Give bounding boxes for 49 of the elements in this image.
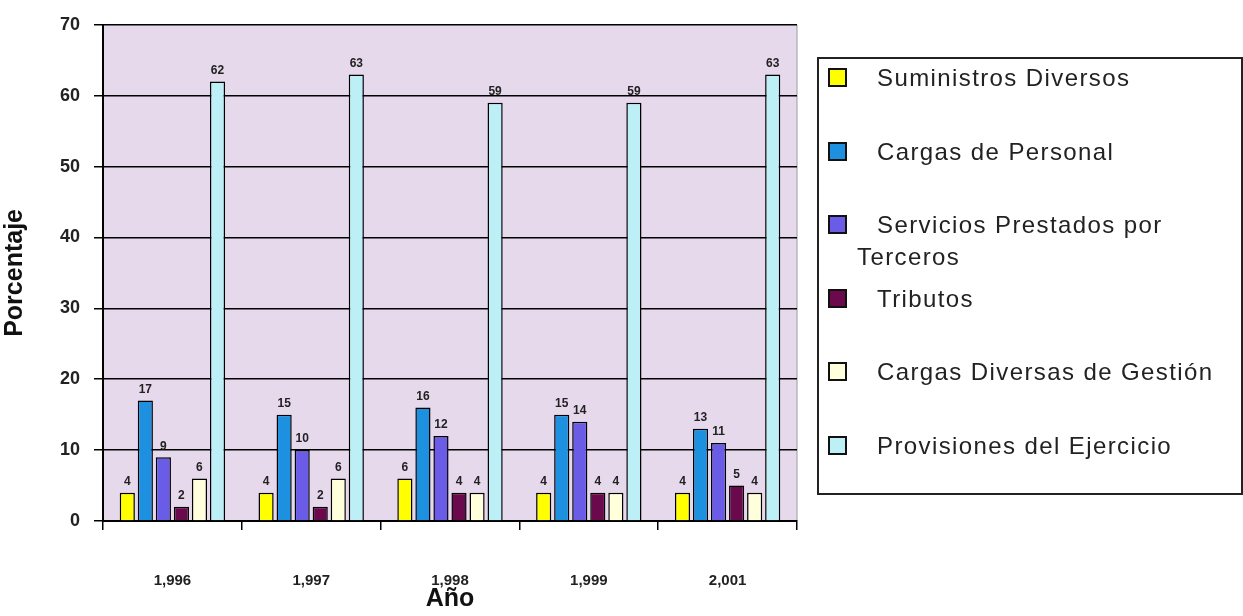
data-label: 63: [766, 55, 780, 70]
data-label: 4: [594, 473, 602, 488]
data-label: 9: [160, 438, 168, 453]
data-label: 10: [295, 431, 310, 446]
data-label: 15: [277, 395, 292, 410]
legend-label: Tributos: [876, 283, 975, 314]
data-label: 4: [455, 473, 463, 488]
data-label: 4: [679, 473, 687, 488]
data-label: 13: [693, 410, 708, 425]
data-label: 6: [334, 459, 342, 474]
x-tick-label: 1,999: [570, 571, 608, 589]
data-label: 62: [210, 62, 225, 77]
data-label: 6: [196, 459, 204, 474]
data-label: 4: [612, 473, 620, 488]
data-label: 2: [178, 488, 186, 503]
legend-label: Cargas de Personal: [876, 136, 1116, 167]
data-label: 59: [488, 84, 503, 99]
data-label: 4: [540, 473, 548, 488]
data-label: 4: [123, 473, 131, 488]
legend-label: Servicios Prestados por Terceros: [856, 210, 1164, 272]
x-tick-label: 1,996: [153, 571, 192, 589]
legend-label: Provisiones del Ejercicio: [876, 430, 1174, 461]
y-tick-label: 50: [59, 155, 80, 176]
y-tick-label: 70: [59, 13, 80, 34]
y-tick-label: 10: [59, 439, 80, 460]
data-label: 63: [349, 55, 364, 70]
data-label: 12: [434, 417, 448, 432]
data-label: 15: [555, 395, 569, 410]
data-label: 17: [138, 381, 153, 396]
data-label: 14: [573, 403, 587, 418]
y-tick-label: 30: [59, 297, 80, 318]
data-label: 11: [712, 424, 726, 439]
data-label: 16: [416, 388, 430, 403]
data-label: 5: [733, 466, 741, 481]
y-tick-label: 60: [59, 84, 80, 105]
y-tick-label: 20: [59, 368, 80, 389]
x-tick-label: 1,997: [292, 571, 330, 589]
data-label: 2: [316, 488, 324, 503]
legend-label: Cargas Diversas de Gestión: [876, 357, 1215, 387]
data-label: 6: [401, 459, 409, 474]
legend-label: Suministros Diversos: [876, 63, 1132, 93]
y-tick-label: 0: [69, 509, 80, 530]
data-label: 4: [473, 473, 481, 488]
data-label: 4: [751, 473, 759, 488]
y-tick-label: 40: [59, 226, 80, 247]
x-tick-label: 2,001: [708, 571, 747, 589]
data-label: 59: [627, 84, 641, 99]
data-label: 4: [262, 473, 270, 488]
y-axis-title: Porcentaje: [0, 208, 27, 337]
